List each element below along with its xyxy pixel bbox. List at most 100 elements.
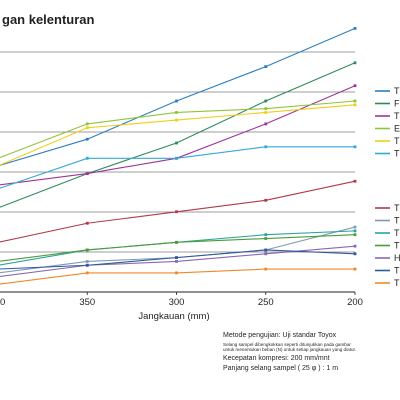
data-point-1-4 (353, 61, 357, 65)
legend-item-12: T (375, 278, 400, 288)
data-point-9-1 (85, 248, 89, 252)
data-point-5-1 (85, 156, 89, 160)
test-description-line2: untuk menentukan beban (N) untuk setiap … (223, 347, 357, 353)
legend-item-5: T (375, 149, 400, 159)
data-point-12-1 (85, 271, 89, 275)
series-1 (0, 61, 357, 208)
data-point-0-3 (264, 65, 268, 69)
data-point-11-1 (85, 263, 89, 267)
data-point-5-3 (264, 145, 268, 149)
x-tick-label-4: 200 (347, 297, 363, 308)
data-point-11-2 (175, 256, 178, 260)
series-12 (0, 267, 357, 285)
data-point-6-4 (353, 179, 357, 183)
series-line-1 (0, 62, 356, 208)
data-point-0-1 (85, 137, 89, 141)
series-6 (0, 179, 357, 243)
series-9 (0, 233, 357, 262)
legend-label-1: F (394, 99, 400, 109)
data-point-4-4 (353, 103, 357, 107)
data-point-12-3 (264, 267, 268, 271)
legend-item-11: T (375, 266, 400, 276)
x-tick-label-0: 0 (0, 297, 5, 308)
data-point-4-3 (264, 111, 268, 114)
compression-speed: Kecepatan kompresi: 200 mm/mnt (223, 354, 330, 362)
test-notes: Metode pengujian: Uji standar Toyox Sela… (223, 332, 398, 375)
series-11 (0, 248, 357, 270)
data-point-3-2 (175, 111, 178, 114)
data-point-3-1 (85, 122, 89, 126)
data-point-9-4 (353, 233, 357, 237)
legend-item-2: T (375, 111, 400, 121)
legend-label-3: E (394, 124, 400, 134)
legend-label-0: T (394, 86, 400, 96)
x-tick-label-2: 300 (169, 297, 185, 308)
data-point-8-3 (264, 233, 268, 237)
series-line-7 (0, 226, 356, 274)
x-tick-label-3: 250 (258, 297, 274, 308)
data-point-11-4 (353, 252, 357, 256)
x-tick-label-1: 350 (79, 297, 95, 308)
legend-item-4: T (375, 136, 400, 146)
data-point-9-2 (175, 240, 178, 244)
legend-item-6: T (375, 203, 400, 213)
series-line-11 (0, 249, 356, 270)
data-point-10-3 (264, 252, 268, 256)
legend-label-9: T (394, 241, 400, 251)
data-point-10-2 (175, 260, 178, 263)
legend-label-5: T (394, 149, 400, 159)
legend-label-10: H (394, 253, 400, 263)
data-point-3-3 (264, 107, 268, 111)
data-point-1-2 (175, 141, 178, 145)
data-point-11-3 (264, 248, 268, 252)
series-line-5 (0, 146, 355, 189)
data-point-0-4 (353, 27, 357, 30)
test-description-line1: Selang sampel dibengkokkan seperti ditun… (223, 342, 351, 348)
data-point-3-4 (353, 99, 357, 103)
legend-item-3: E (375, 124, 400, 134)
series-10 (0, 244, 357, 278)
data-point-12-2 (175, 271, 178, 275)
legend-item-1: F (375, 99, 400, 109)
series-3 (0, 99, 357, 159)
data-point-4-2 (175, 118, 178, 122)
series-8 (0, 229, 357, 266)
data-point-2-1 (85, 172, 89, 175)
data-point-7-4 (353, 225, 357, 229)
test-method: Metode pengujian: Uji standar Toyox (223, 332, 337, 339)
data-point-6-2 (175, 210, 178, 214)
data-point-9-3 (264, 237, 268, 240)
sample-length: Panjang selang sampel ( 25 φ ) : 1 m (223, 364, 339, 372)
legend-label-6: T (394, 203, 400, 213)
data-point-4-1 (85, 126, 89, 130)
x-axis: 0 350 300 250 200 (0, 291, 363, 308)
legend-item-8: T (375, 228, 400, 238)
data-point-2-4 (353, 84, 357, 88)
data-point-10-4 (353, 244, 357, 248)
data-point-8-4 (353, 229, 357, 233)
data-point-5-4 (353, 145, 357, 149)
data-point-7-1 (85, 260, 89, 263)
chart-title: gan kelenturan (2, 12, 95, 27)
series-line-0 (0, 27, 356, 166)
legend-item-9: T (375, 241, 400, 251)
series-5 (0, 145, 357, 189)
legend-label-4: T (394, 136, 400, 146)
data-point-2-3 (264, 122, 268, 126)
legend-label-7: T (394, 216, 400, 226)
data-point-12-4 (353, 267, 357, 271)
x-axis-label: Jangkauan (mm) (138, 311, 209, 322)
legend-label-8: T (394, 228, 400, 238)
series-line-12 (0, 268, 355, 285)
series-line-4 (0, 104, 356, 166)
grid-lines (0, 51, 355, 253)
legend-label-11: T (394, 266, 400, 276)
legend-label-12: T (394, 278, 400, 288)
data-point-6-1 (85, 221, 89, 225)
data-point-6-3 (264, 198, 268, 202)
legend-label-2: T (394, 111, 400, 121)
data-point-1-3 (264, 99, 268, 103)
data-point-5-2 (175, 156, 178, 160)
